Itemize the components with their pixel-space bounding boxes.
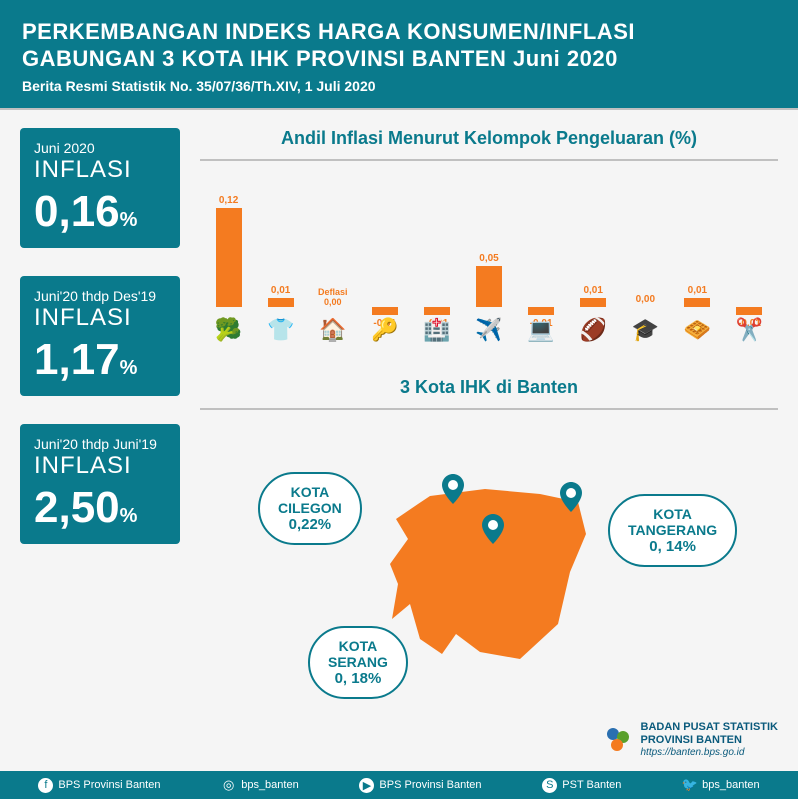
bar-value-label: 0,00 <box>636 294 655 305</box>
bar <box>372 307 398 315</box>
category-icon: 🔑 <box>371 319 398 341</box>
bar-group: -0,01🔑 <box>360 175 409 355</box>
header: PERKEMBANGAN INDEKS HARGA KONSUMEN/INFLA… <box>0 0 798 110</box>
bar-value-label: 0,05 <box>479 253 498 264</box>
map-panel: 3 Kota IHK di Banten KOTA CILEGON0,22%KO… <box>200 377 778 704</box>
content-body: Juni 2020INFLASI0,16%Juni'20 thdp Des'19… <box>0 110 798 704</box>
city-value: 0, 18% <box>328 670 388 687</box>
chart-title: Andil Inflasi Menurut Kelompok Pengeluar… <box>200 128 778 161</box>
city-value: 0, 14% <box>628 538 717 555</box>
footer-social-item[interactable]: 🐦 bps_banten <box>682 778 760 793</box>
category-icon: 🏈 <box>580 319 607 341</box>
agency-name: BADAN PUSAT STATISTIK <box>641 721 779 734</box>
bar <box>684 298 710 306</box>
map-area: KOTA CILEGON0,22%KOTA TANGERANG0, 14%KOT… <box>200 424 778 704</box>
title-line-1: PERKEMBANGAN INDEKS HARGA KONSUMEN/INFLA… <box>22 18 776 46</box>
category-icon: 🎓 <box>632 319 659 341</box>
social-label: BPS Provinsi Banten <box>58 779 160 791</box>
footer-bar: f BPS Provinsi Banten ◎ bps_banten ▶ BPS Prov… <box>0 771 798 799</box>
stat-period: Juni 2020 <box>34 140 166 156</box>
social-label: BPS Provinsi Banten <box>379 779 481 791</box>
map-pin-icon <box>442 474 464 504</box>
bar <box>736 307 762 315</box>
stat-value: 0,16% <box>34 190 166 234</box>
social-icon: S <box>542 778 557 793</box>
stat-label: INFLASI <box>34 304 166 332</box>
stat-label: INFLASI <box>34 452 166 480</box>
footer-social-item[interactable]: ▶ BPS Provinsi Banten <box>359 778 481 793</box>
title-line-2: GABUNGAN 3 KOTA IHK PROVINSI BANTEN Juni… <box>22 46 776 72</box>
social-icon: ▶ <box>359 778 374 793</box>
category-icon: 💻 <box>527 319 554 341</box>
agency-block: BADAN PUSAT STATISTIK PROVINSI BANTEN ht… <box>603 721 779 759</box>
bar <box>216 208 242 306</box>
agency-url: https://banten.bps.go.id <box>641 747 779 759</box>
right-column: Andil Inflasi Menurut Kelompok Pengeluar… <box>200 128 778 704</box>
category-icon: ✂️ <box>736 319 763 341</box>
stat-period: Juni'20 thdp Juni'19 <box>34 436 166 452</box>
bps-logo-icon <box>603 725 633 755</box>
category-icon: 🥦 <box>215 319 242 341</box>
bar-group: 0,12 🥦 <box>204 175 253 355</box>
category-icon: 🧇 <box>684 319 711 341</box>
bar-value-label: 0,01 <box>583 285 602 296</box>
bar-value-label: 0,01 <box>271 285 290 296</box>
bar-value-label: 0,01 <box>688 285 707 296</box>
bar-group: 0,01 🏈 <box>569 175 618 355</box>
bar <box>580 298 606 306</box>
bar <box>528 307 554 315</box>
category-icon: 👕 <box>267 319 294 341</box>
bar <box>268 298 294 306</box>
bar-value-label: 0,12 <box>219 195 238 206</box>
bar-group: 0,05 ✈️ <box>464 175 513 355</box>
social-icon: f <box>38 778 53 793</box>
city-name: KOTA CILEGON <box>278 484 342 516</box>
bar-chart: 0,12 🥦 0,01 👕 Deflasi 0,00 🏠 -0,01🔑-0,01🏥 0,05 ✈… <box>200 175 778 355</box>
stat-card: Juni'20 thdp Juni'19INFLASI 2,50% <box>20 424 180 544</box>
bar-group: 0,01 🧇 <box>673 175 722 355</box>
city-bubble: KOTA SERANG0, 18% <box>308 626 408 699</box>
bar-note: Deflasi 0,00 <box>311 287 355 307</box>
social-icon: 🐦 <box>682 778 697 793</box>
bar-group: -0,01🏥 <box>412 175 461 355</box>
bar-group: 0,00 🎓 <box>621 175 670 355</box>
city-bubble: KOTA TANGERANG0, 14% <box>608 494 737 567</box>
city-bubble: KOTA CILEGON0,22% <box>258 472 362 545</box>
bar-group: Deflasi 0,00 🏠 <box>308 175 357 355</box>
social-label: PST Banten <box>562 779 621 791</box>
footer-social-item[interactable]: S PST Banten <box>542 778 621 793</box>
map-pin-icon <box>560 482 582 512</box>
category-icon: ✈️ <box>475 319 502 341</box>
bar-group: -0,01💻 <box>517 175 566 355</box>
stat-value: 2,50% <box>34 486 166 530</box>
bar-group: 0,01 👕 <box>256 175 305 355</box>
social-label: bps_banten <box>241 779 299 791</box>
chart-panel: Andil Inflasi Menurut Kelompok Pengeluar… <box>200 128 778 355</box>
map-title: 3 Kota IHK di Banten <box>200 377 778 410</box>
footer-social-item[interactable]: ◎ bps_banten <box>221 778 299 793</box>
bar-group: -0,01✂️ <box>725 175 774 355</box>
stat-label: INFLASI <box>34 156 166 184</box>
footer-social-item[interactable]: f BPS Provinsi Banten <box>38 778 160 793</box>
bar <box>476 266 502 307</box>
category-icon: 🏠 <box>319 319 346 341</box>
stat-card: Juni 2020INFLASI 0,16% <box>20 128 180 248</box>
city-value: 0,22% <box>278 516 342 533</box>
social-label: bps_banten <box>702 779 760 791</box>
agency-sub: PROVINSI BANTEN <box>641 734 779 747</box>
social-icon: ◎ <box>221 778 236 793</box>
stats-column: Juni 2020INFLASI0,16%Juni'20 thdp Des'19… <box>20 128 180 704</box>
bar <box>424 307 450 315</box>
city-name: KOTA TANGERANG <box>628 506 717 538</box>
stat-value: 1,17% <box>34 338 166 382</box>
city-name: KOTA SERANG <box>328 638 388 670</box>
map-pin-icon <box>482 514 504 544</box>
category-icon: 🏥 <box>423 319 450 341</box>
stat-card: Juni'20 thdp Des'19INFLASI 1,17% <box>20 276 180 396</box>
stat-period: Juni'20 thdp Des'19 <box>34 288 166 304</box>
subtitle: Berita Resmi Statistik No. 35/07/36/Th.X… <box>22 78 776 94</box>
